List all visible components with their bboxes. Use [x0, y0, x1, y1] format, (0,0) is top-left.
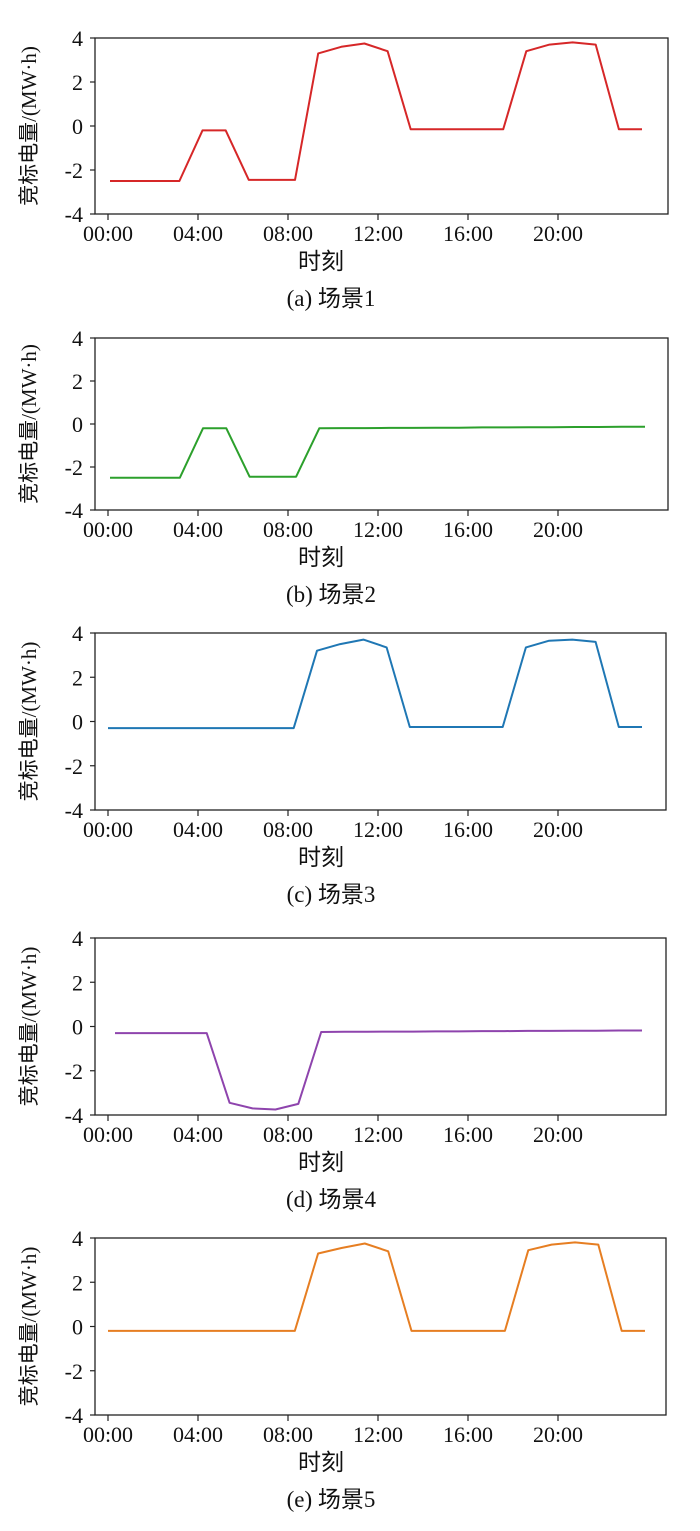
y-tick-label: -2 — [65, 1359, 83, 1384]
chart-panel-2: 4 2 0 -2 -400:00 04:00 08:00 12:00 16:00 20:00 时刻 竞… — [17, 326, 669, 607]
x-tick-label: 20:00 — [533, 517, 583, 542]
series-line — [110, 425, 645, 479]
series-line — [108, 638, 642, 730]
x-tick-label: 20:00 — [533, 221, 583, 246]
x-tick-label: 08:00 — [263, 1422, 313, 1447]
chart-panel-4: 4 2 0 -2 -400:00 04:00 08:00 12:00 16:00 20:00 时刻 竞… — [17, 926, 667, 1212]
x-tick-label: 16:00 — [443, 1422, 493, 1447]
y-axis-label: 竞标电量/(MW·h) — [17, 1247, 41, 1407]
x-axis-label: 时刻 — [298, 845, 344, 870]
x-tick-label: 00:00 — [83, 517, 133, 542]
y-tick-label: -2 — [65, 754, 83, 779]
y-axis-label: 竞标电量/(MW·h) — [17, 642, 41, 802]
x-tick-label: 04:00 — [173, 221, 223, 246]
y-tick-label: 0 — [72, 1315, 83, 1340]
x-axis-label: 时刻 — [298, 249, 344, 274]
x-tick-label: 12:00 — [353, 1122, 403, 1147]
x-tick-label: 16:00 — [443, 221, 493, 246]
y-tick-label: 0 — [72, 1015, 83, 1040]
x-tick-label: 00:00 — [83, 221, 133, 246]
y-tick-label: -4 — [65, 202, 83, 227]
y-tick-label: 2 — [72, 970, 83, 995]
y-tick-label: -2 — [65, 1059, 83, 1084]
x-tick-label: 00:00 — [83, 1122, 133, 1147]
x-tick-label: 08:00 — [263, 221, 313, 246]
y-tick-label: 4 — [72, 26, 83, 51]
plot-frame — [94, 337, 669, 511]
y-tick-label: -4 — [65, 798, 83, 823]
chart-panel-3: 4 2 0 -2 -400:00 04:00 08:00 12:00 16:00 20:00 时刻 竞… — [17, 621, 667, 907]
y-tick-label: -4 — [65, 1403, 83, 1428]
x-tick-label: 12:00 — [353, 817, 403, 842]
y-tick-label: 2 — [72, 1270, 83, 1295]
series-line — [115, 1029, 642, 1111]
y-tick-label: 4 — [72, 926, 83, 951]
x-tick-label: 16:00 — [443, 517, 493, 542]
y-axis-label: 竞标电量/(MW·h) — [17, 46, 41, 206]
series-line — [110, 41, 642, 182]
x-tick-label: 04:00 — [173, 817, 223, 842]
x-tick-label: 20:00 — [533, 1422, 583, 1447]
y-axis-label: 竞标电量/(MW·h) — [17, 344, 41, 504]
plot-frame — [94, 1237, 667, 1416]
y-tick-label: -2 — [65, 158, 83, 183]
plot-frame — [94, 37, 669, 215]
y-tick-label: 0 — [72, 412, 83, 437]
panel-caption: (a) 场景1 — [287, 286, 376, 311]
x-tick-label: 12:00 — [353, 221, 403, 246]
x-tick-label: 12:00 — [353, 1422, 403, 1447]
plot-frame — [94, 937, 667, 1116]
y-tick-label: 4 — [72, 621, 83, 646]
y-tick-label: 4 — [72, 326, 83, 351]
x-axis-label: 时刻 — [298, 545, 344, 570]
x-tick-label: 08:00 — [263, 1122, 313, 1147]
panel-caption: (c) 场景3 — [287, 882, 376, 907]
x-tick-label: 16:00 — [443, 817, 493, 842]
panel-caption: (e) 场景5 — [287, 1487, 376, 1512]
x-tick-label: 20:00 — [533, 817, 583, 842]
y-tick-label: 2 — [72, 70, 83, 95]
plot-frame — [94, 632, 667, 811]
x-tick-label: 16:00 — [443, 1122, 493, 1147]
x-tick-label: 00:00 — [83, 1422, 133, 1447]
y-tick-label: -2 — [65, 455, 83, 480]
y-tick-label: -4 — [65, 498, 83, 523]
y-tick-label: 0 — [72, 114, 83, 139]
y-tick-label: 0 — [72, 710, 83, 735]
y-tick-label: -4 — [65, 1103, 83, 1128]
y-tick-label: 4 — [72, 1226, 83, 1251]
y-tick-label: 2 — [72, 369, 83, 394]
x-axis-label: 时刻 — [298, 1450, 344, 1475]
panel-caption: (d) 场景4 — [286, 1187, 377, 1212]
x-tick-label: 04:00 — [173, 517, 223, 542]
chart-panel-5: 4 2 0 -2 -400:00 04:00 08:00 12:00 16:00 20:00 时刻 竞… — [17, 1226, 667, 1512]
x-tick-label: 12:00 — [353, 517, 403, 542]
series-line — [108, 1241, 645, 1332]
x-tick-label: 08:00 — [263, 517, 313, 542]
chart-panel-1: 4 2 0 -2 -400:00 04:00 08:00 12:00 16:00 20:00 时刻 竞… — [17, 26, 669, 311]
x-tick-label: 04:00 — [173, 1422, 223, 1447]
panel-caption: (b) 场景2 — [286, 582, 376, 607]
y-axis-label: 竞标电量/(MW·h) — [17, 947, 41, 1107]
x-tick-label: 20:00 — [533, 1122, 583, 1147]
x-tick-label: 04:00 — [173, 1122, 223, 1147]
x-tick-label: 08:00 — [263, 817, 313, 842]
x-tick-label: 00:00 — [83, 817, 133, 842]
y-tick-label: 2 — [72, 665, 83, 690]
x-axis-label: 时刻 — [298, 1150, 344, 1175]
